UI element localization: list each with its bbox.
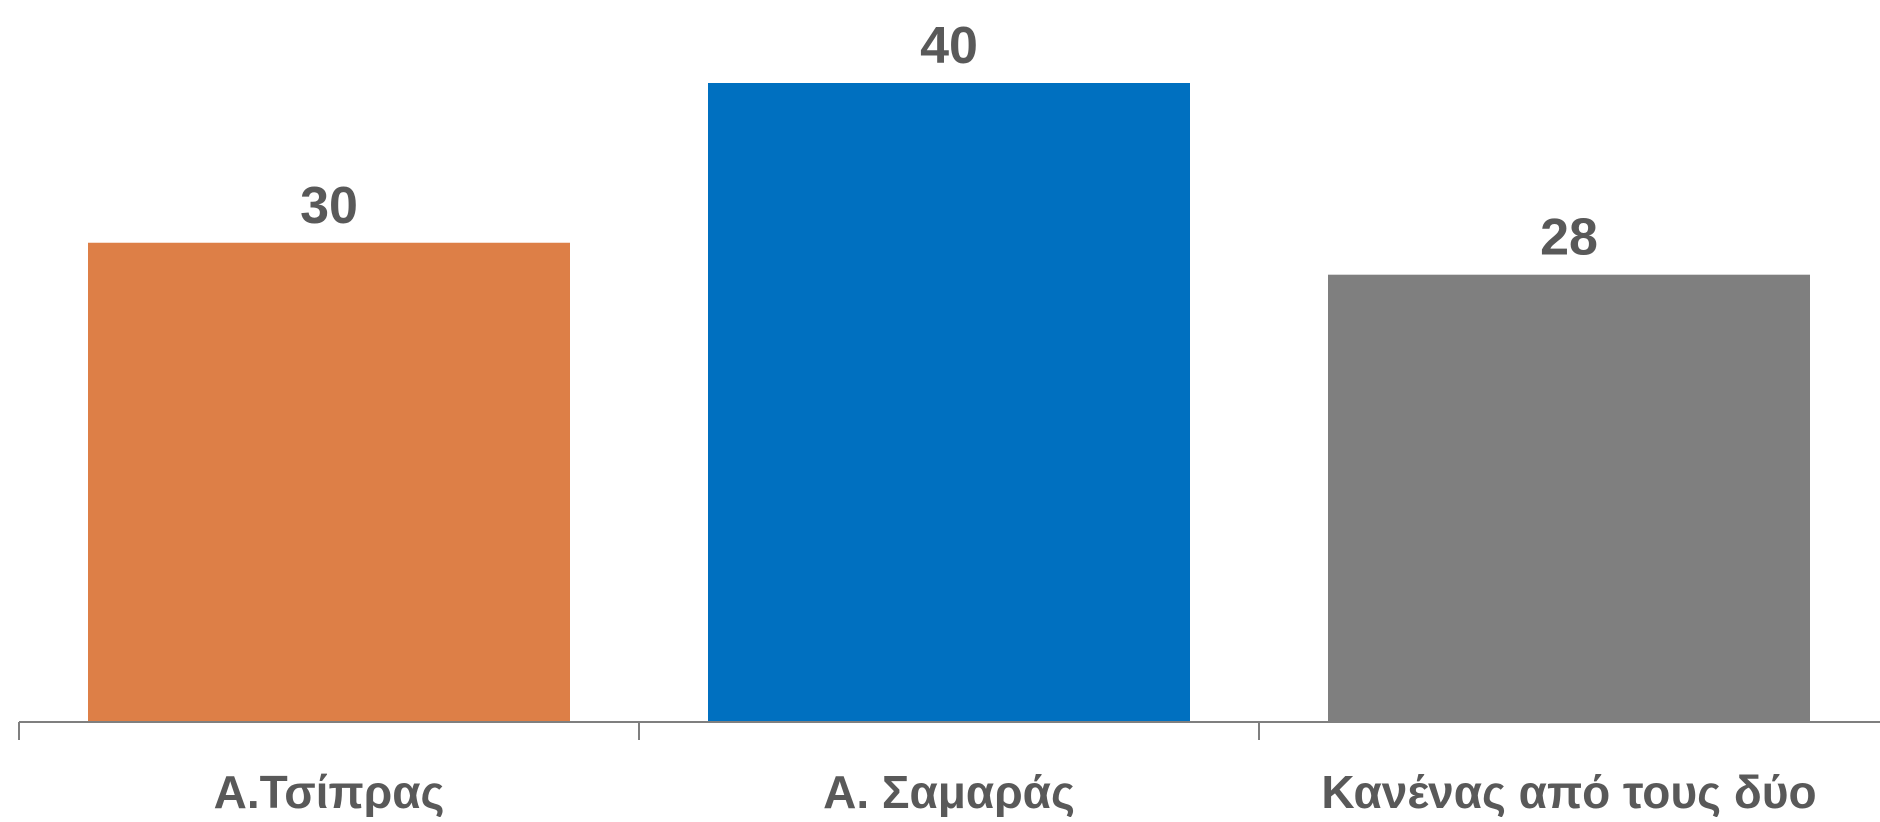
labels-layer: 30 Α.Τσίπρας 40 Α. Σαμαράς 28 Κανένας από του… xyxy=(214,17,1817,818)
category-label-2: Α. Σαμαράς xyxy=(823,766,1075,817)
bar-3 xyxy=(1328,274,1810,722)
category-label-1: Α.Τσίπρας xyxy=(214,766,445,817)
data-label-2: 40 xyxy=(920,17,978,75)
bar-1 xyxy=(88,242,570,722)
bar-2 xyxy=(708,83,1190,722)
data-label-1: 30 xyxy=(300,177,358,235)
data-label-3: 28 xyxy=(1540,209,1598,267)
x-axis xyxy=(18,721,1880,740)
category-label-3: Κανένας από τους δύο xyxy=(1321,766,1816,817)
bars-layer xyxy=(88,83,1810,722)
